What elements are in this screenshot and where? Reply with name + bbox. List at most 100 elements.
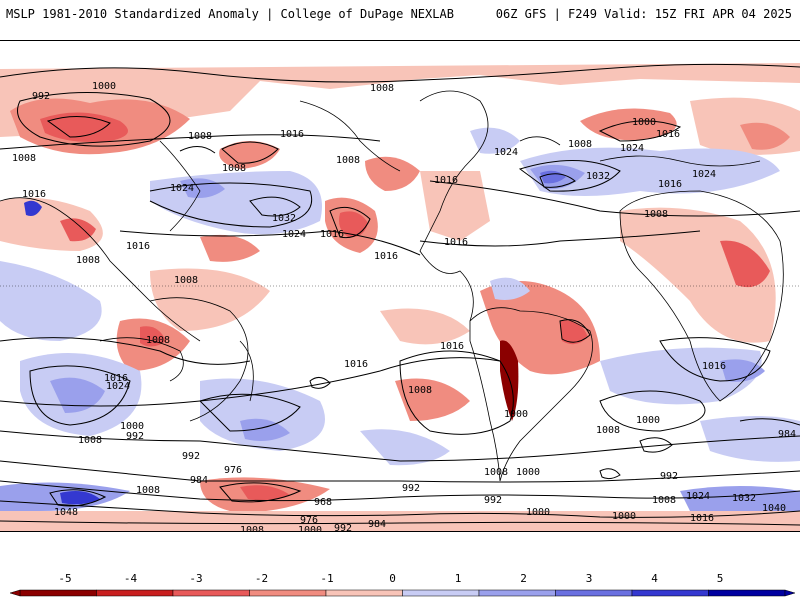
anomaly-shade xyxy=(740,122,790,150)
anomaly-shade xyxy=(365,156,420,191)
anomaly-shade xyxy=(420,171,490,241)
isobar-label: 1016 xyxy=(126,241,150,252)
colorbar-tick-label: 3 xyxy=(586,572,593,585)
isobar-label: 1008 xyxy=(174,275,198,286)
isobar-label: 1016 xyxy=(344,359,368,370)
colorbar-segment xyxy=(19,589,97,597)
isobar-label: 984 xyxy=(368,519,386,530)
isobar-label: 1008 xyxy=(652,495,676,506)
anomaly-shade xyxy=(560,320,588,345)
isobar-label: 1040 xyxy=(762,503,786,514)
isobar-label: 1016 xyxy=(440,341,464,352)
anomaly-shade xyxy=(0,63,800,137)
colorbar-segment xyxy=(555,589,633,597)
colorbar-segment xyxy=(325,589,403,597)
header: MSLP 1981-2010 Standardized Anomaly | Co… xyxy=(0,0,800,36)
isobar-label: 992 xyxy=(402,483,420,494)
isobar-label: 1008 xyxy=(240,525,264,531)
isobar-label: 1000 xyxy=(504,409,528,420)
colorbar-tick-label: -3 xyxy=(189,572,202,585)
colorbar-svg: -5 -4 -3 -2 -1 0 1 2 3 4 5 xyxy=(9,572,796,597)
anomaly-shade xyxy=(620,207,776,343)
isobar-label: 1000 xyxy=(636,415,660,426)
anomaly-shade xyxy=(395,378,470,421)
isobar-label: 1008 xyxy=(78,435,102,446)
isobar-label: 992 xyxy=(660,471,678,482)
anomaly-shade xyxy=(360,429,450,466)
isobar-label: 1000 xyxy=(526,507,550,518)
isobar-label: 1016 xyxy=(280,129,304,140)
anomaly-shade xyxy=(0,511,800,531)
isobar-label: 1032 xyxy=(732,493,756,504)
isobar-label: 1016 xyxy=(22,189,46,200)
isobar-label: 1048 xyxy=(54,507,78,518)
anomaly-shade xyxy=(339,211,368,238)
colorbar-segment xyxy=(172,589,250,597)
isobar-label: 1008 xyxy=(136,485,160,496)
anomaly-shade xyxy=(720,240,770,288)
colorbar-segment xyxy=(478,589,556,597)
anomaly-map: 1000 992 1008 1008 1016 1008 1016 1024 1… xyxy=(0,41,800,531)
colorbar-tick-label: 2 xyxy=(520,572,527,585)
anomaly-shade xyxy=(470,127,520,154)
isobar-label: 1008 xyxy=(336,155,360,166)
isobar-label: 1000 xyxy=(632,117,656,128)
anomaly-shade xyxy=(219,141,280,169)
anomaly-shade xyxy=(490,277,530,300)
map-panel: 1000 992 1008 1008 1016 1008 1016 1024 1… xyxy=(0,40,800,532)
isobar-label: 1016 xyxy=(690,513,714,524)
isobar-label: 976 xyxy=(300,515,318,526)
isobar-label: 992 xyxy=(484,495,502,506)
isobar-label: 1016 xyxy=(658,179,682,190)
run-valid-time: 06Z GFS | F249 Valid: 15Z FRI APR 04 202… xyxy=(495,7,792,21)
isobar-label: 1024 xyxy=(620,143,644,154)
isobar-label: 992 xyxy=(32,91,50,102)
isobar-label: 1008 xyxy=(146,335,170,346)
isobar-label: 1032 xyxy=(272,213,296,224)
anomaly-shade xyxy=(240,418,290,441)
isobar-label: 1016 xyxy=(444,237,468,248)
colorbar-segment xyxy=(708,589,786,597)
anomaly-shade xyxy=(24,200,42,216)
isobar-label: 1032 xyxy=(586,171,610,182)
colorbar-tick-label: -1 xyxy=(320,572,333,585)
anomaly-shade xyxy=(60,218,96,242)
anomaly-shade xyxy=(140,326,166,347)
isobar-label: 1024 xyxy=(494,147,518,158)
colorbar-tick-label: -5 xyxy=(58,572,71,585)
isobar-label: 1008 xyxy=(12,153,36,164)
isobar-label: 968 xyxy=(314,497,332,508)
colorbar-max-arrow xyxy=(784,589,796,597)
isobar-label: 976 xyxy=(224,465,242,476)
coastlines xyxy=(0,90,784,482)
isobar-label: 1008 xyxy=(370,83,394,94)
isobar-label: 1016 xyxy=(374,251,398,262)
map-title: MSLP 1981-2010 Standardized Anomaly | Co… xyxy=(6,7,454,21)
anomaly-shade xyxy=(380,308,470,345)
colorbar-segment xyxy=(402,589,480,597)
isobar-label: 992 xyxy=(182,451,200,462)
isobar-label-group: 1000 992 1008 1008 1016 1008 1016 1024 1… xyxy=(12,81,796,531)
isobar-label: 1016 xyxy=(656,129,680,140)
anomaly-shade xyxy=(520,147,780,196)
isobar-label: 992 xyxy=(126,431,144,442)
isobar-label: 1000 xyxy=(612,511,636,522)
colorbar-tick-label: 1 xyxy=(455,572,462,585)
colorbar-tick-label: 4 xyxy=(651,572,658,585)
isobar-label: 1000 xyxy=(516,467,540,478)
isobar-label: 1000 xyxy=(298,525,322,531)
isobar-label: 1008 xyxy=(222,163,246,174)
colorbar-tick-label: -4 xyxy=(124,572,138,585)
isobar-label: 1016 xyxy=(104,373,128,384)
colorbar-tick-label: 5 xyxy=(717,572,724,585)
isobar-label: 992 xyxy=(334,523,352,531)
colorbar-min-arrow xyxy=(9,589,21,597)
colorbar-tick-label: -2 xyxy=(255,572,268,585)
isobar-label: 1008 xyxy=(596,425,620,436)
anomaly-shade xyxy=(150,268,270,331)
anomaly-shade xyxy=(40,112,128,142)
isobar-label: 1008 xyxy=(188,131,212,142)
isobar-label: 984 xyxy=(190,475,208,486)
anomaly-shade xyxy=(200,378,325,451)
colorbar: -5 -4 -3 -2 -1 0 1 2 3 4 5 xyxy=(0,560,800,600)
